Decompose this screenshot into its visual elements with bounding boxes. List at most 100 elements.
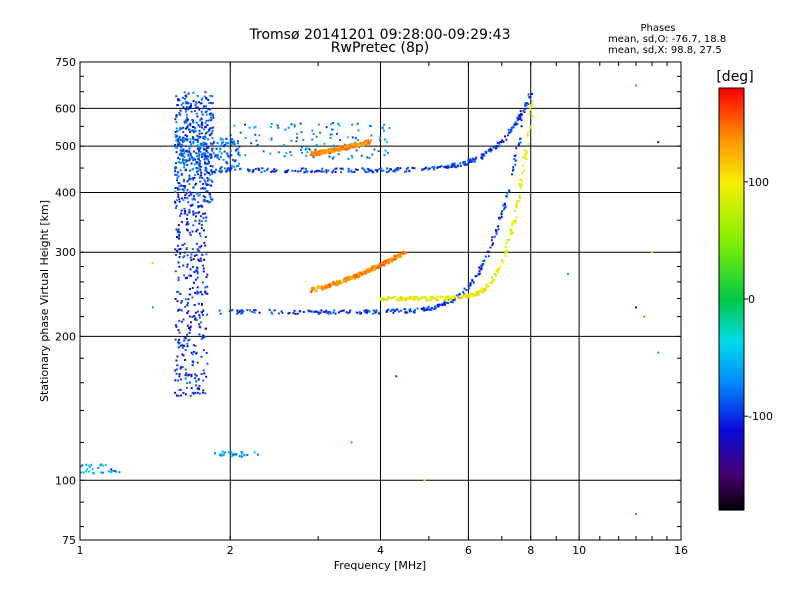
echo-point — [529, 96, 532, 98]
echo-point — [493, 278, 496, 281]
colorbar-swatch — [719, 235, 744, 239]
echo-point — [204, 180, 207, 183]
echo-point — [176, 199, 179, 202]
echo-point — [340, 167, 343, 170]
colorbar-swatch — [719, 296, 744, 300]
echo-point — [368, 310, 371, 313]
echo-point — [186, 386, 188, 389]
colorbar-swatch — [719, 465, 744, 469]
echo-point — [342, 309, 345, 312]
echo-point — [437, 305, 440, 308]
echo-point — [222, 141, 225, 144]
echo-point — [457, 165, 459, 168]
echo-point — [383, 129, 385, 132]
echo-point — [186, 342, 189, 345]
echo-point — [204, 161, 206, 164]
echo-point — [179, 252, 182, 255]
colorbar-swatch — [719, 202, 744, 206]
echo-point — [200, 132, 203, 135]
echo-point — [436, 166, 439, 169]
echo-point — [388, 262, 391, 265]
echo-point — [487, 255, 490, 258]
echo-point — [351, 171, 354, 174]
echo-point — [196, 391, 199, 394]
echo-point — [405, 297, 408, 300]
echo-point — [325, 309, 328, 312]
echo-point — [189, 124, 192, 127]
echo-point — [184, 298, 187, 301]
echo-point — [371, 265, 374, 268]
echo-point — [230, 154, 233, 157]
echo-point — [101, 464, 104, 467]
echo-point — [463, 294, 466, 297]
echo-point — [415, 296, 418, 299]
echo-point — [399, 253, 402, 256]
echo-point — [530, 109, 533, 111]
grid-lines — [80, 62, 681, 540]
echo-point — [489, 150, 492, 153]
echo-point — [182, 148, 185, 151]
echo-point — [330, 123, 333, 126]
echo-point — [357, 276, 360, 279]
echo-point — [216, 142, 219, 145]
echo-point — [396, 308, 399, 311]
echo-point — [194, 377, 197, 380]
colorbar-swatch — [719, 385, 744, 389]
echo-point — [352, 273, 355, 276]
colorbar-swatch — [719, 284, 744, 288]
echo-point — [201, 281, 204, 284]
echo-point — [210, 198, 213, 201]
echo-point — [497, 228, 500, 231]
echo-point — [313, 154, 316, 157]
echo-point — [379, 139, 382, 142]
echo-point — [211, 165, 214, 168]
echo-point — [212, 102, 214, 105]
echo-point — [194, 311, 197, 314]
colorbar-swatch — [719, 148, 744, 152]
echo-point — [202, 389, 205, 392]
echo-point — [196, 276, 199, 279]
echo-point — [458, 292, 461, 295]
echo-point — [635, 306, 637, 309]
echo-point — [177, 346, 180, 349]
echo-point — [188, 274, 191, 277]
echo-point — [324, 286, 327, 288]
colorbar-swatch — [719, 256, 744, 260]
colorbar-swatch — [719, 381, 744, 384]
echo-point — [390, 310, 393, 312]
echo-point — [206, 163, 209, 166]
echo-point — [379, 297, 382, 300]
echo-point — [179, 127, 182, 129]
echo-point — [175, 204, 178, 207]
echo-point — [324, 150, 327, 153]
echo-point — [435, 298, 438, 301]
echo-point — [178, 128, 181, 131]
echo-point — [209, 114, 212, 117]
echo-point — [190, 193, 193, 196]
echo-point — [186, 302, 189, 305]
echo-point — [464, 163, 467, 166]
echo-point — [507, 190, 510, 193]
echo-point — [203, 158, 206, 161]
echo-point — [195, 112, 198, 115]
echo-point — [335, 167, 338, 170]
echo-point — [197, 206, 200, 209]
echo-point — [270, 126, 272, 129]
colorbar-swatch — [719, 205, 744, 209]
colorbar-swatch — [719, 212, 744, 216]
echo-point — [404, 297, 407, 300]
echo-point — [530, 105, 533, 108]
echo-point — [206, 190, 209, 193]
echo-point — [196, 248, 199, 251]
echo-point — [205, 216, 208, 219]
echo-point — [399, 167, 402, 170]
echo-point — [513, 219, 515, 222]
echo-point — [234, 159, 237, 162]
echo-point — [189, 326, 192, 329]
echo-point — [202, 369, 205, 372]
echo-point — [428, 308, 431, 311]
colorbar-swatch — [719, 195, 744, 199]
echo-point — [498, 217, 501, 220]
echo-point — [327, 312, 330, 315]
echo-point — [394, 258, 397, 261]
